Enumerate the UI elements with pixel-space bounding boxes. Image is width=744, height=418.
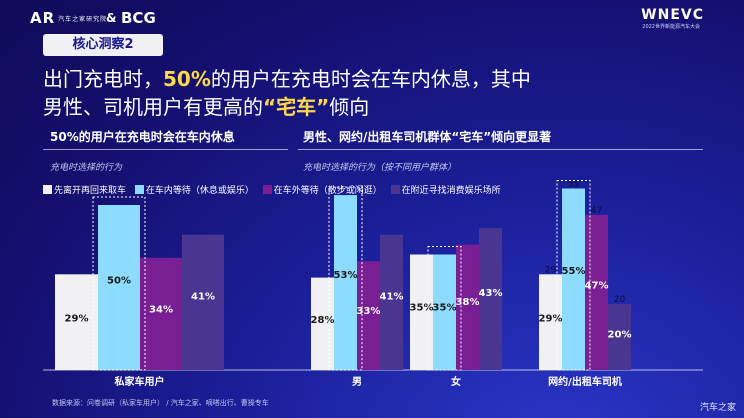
legend-item: 在车内等待（休息或娱乐） [134,183,254,196]
bar-value-label: 41% [191,292,215,303]
bar-top-label: 47 [591,206,602,216]
bar-0-1 [98,205,140,370]
bar-1-0 [311,277,334,370]
data-source-note: 数据来源：问卷调研（私家车用户） / 汽车之家、嘀嗒出行、曹操专车 [52,399,269,407]
bar-0-3 [182,234,224,370]
right-section-divider [298,149,703,150]
bar-3-1 [562,188,585,370]
legend-item: 在车外等待（散步或闲逛） [262,183,382,196]
wnevc-logo: WNEVC [641,7,704,23]
bar-value-label: 20% [608,330,632,341]
bar-value-label: 29% [539,313,563,324]
bcg-logo: BCG [121,9,156,27]
legend-swatch [262,185,272,194]
highlight-box [556,180,591,371]
highlight-box [92,196,146,371]
wnevc-subtitle: 2022世界新能源汽车大会 [642,24,700,30]
autohome-watermark: 汽车之家 [699,403,736,413]
bar-value-label: 50% [107,275,131,286]
bar-value-label: 35% [433,302,457,313]
bar-value-label: 47% [585,281,609,292]
headline-line-1: 出门充电时，50%的用户在充电时会在车内休息，其中 [43,67,531,91]
category-label: 网约/出租车司机 [548,375,622,388]
right-section-title: 男性、网约/出租车司机群体“宅车”倾向更显著 [303,130,552,144]
bar-1-3 [380,234,403,370]
bar-value-label: 33% [357,306,381,317]
left-section-divider [43,149,288,150]
bar-value-label: 28% [311,315,335,326]
legend-item: 在附近寻找消费娱乐场所 [390,183,501,196]
bar-value-label: 43% [479,288,503,299]
bar-value-label: 53% [334,270,358,281]
bar-2-3 [479,228,502,370]
logo-ampersand: & [106,11,117,25]
bar-1-1 [334,195,357,370]
bar-2-1 [433,254,456,370]
legend-swatch [43,185,52,194]
headline-line-2: 男性、司机用户有更高的“宅车”倾向 [43,95,370,119]
highlight-box [328,186,363,371]
bar-3-3 [608,304,631,370]
highlight-box [427,246,462,371]
bar-2-0 [410,254,433,370]
bar-2-2 [456,244,479,370]
bar-0-0 [55,274,98,370]
category-label: 女 [451,375,461,388]
bar-value-label: 38% [456,297,480,308]
bar-value-label: 41% [380,292,404,303]
legend-item: 先离开再回来取车 [43,183,126,196]
legend-swatch [134,185,144,194]
bar-value-label: 29% [65,313,89,324]
autohome-research-logo: AR 汽车之家研究院 [30,9,108,27]
bar-value-label: 34% [149,304,173,315]
legend-swatch [390,185,400,194]
bar-0-2 [140,257,182,370]
bar-value-label: 35% [410,302,434,313]
bar-top-label: 29 [545,265,557,275]
insight-badge: 核心洞察2 [43,34,163,56]
bar-3-2 [585,214,608,370]
left-section-subtitle: 充电时选择的行为 [50,163,123,173]
bar-1-2 [357,261,380,370]
category-label: 男 [352,376,362,388]
bar-top-label: 55 [568,180,579,190]
bar-top-label: 20 [614,295,626,305]
left-section-title: 50%的用户在充电时会在车内休息 [50,130,235,144]
chart-legend: 先离开再回来取车 在车内等待（休息或娱乐） 在车外等待（散步或闲逛） 在附近寻找… [43,183,507,196]
category-label: 私家车用户 [114,375,165,388]
bar-3-0 [539,274,562,370]
right-section-subtitle: 充电时选择的行为（按不同用户群体） [303,163,457,173]
bar-value-label: 55% [562,266,586,277]
